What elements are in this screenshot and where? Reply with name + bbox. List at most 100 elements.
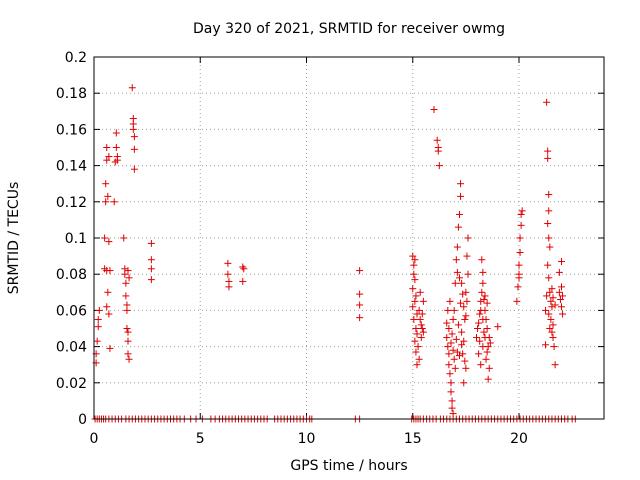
data-point: [121, 270, 129, 278]
grid-lines: [94, 57, 604, 419]
data-point: [101, 234, 109, 242]
data-point: [125, 355, 133, 363]
data-point: [480, 296, 488, 304]
data-point: [545, 274, 553, 282]
data-point: [356, 267, 364, 275]
data-point: [456, 274, 463, 282]
data-point: [224, 259, 232, 267]
data-point: [460, 303, 468, 311]
data-point: [444, 343, 452, 351]
x-tick-label: 20: [510, 431, 528, 447]
data-point: [452, 256, 460, 264]
y-tick-label: 0.12: [56, 195, 87, 211]
data-point: [483, 348, 491, 356]
data-point: [453, 348, 461, 356]
data-point: [94, 323, 102, 331]
data-point: [546, 288, 554, 296]
data-point: [460, 379, 468, 387]
data-point: [124, 350, 132, 358]
chart-title: Day 320 of 2021, SRMTID for receiver owm…: [193, 21, 505, 37]
data-point: [430, 105, 438, 113]
data-point: [105, 238, 113, 246]
data-point: [462, 364, 470, 372]
data-point: [558, 283, 565, 291]
data-point: [414, 343, 422, 351]
data-point: [542, 341, 550, 349]
data-point: [518, 207, 526, 215]
data-point: [476, 310, 484, 318]
data-point: [417, 334, 425, 342]
data-point: [417, 321, 425, 329]
data-point: [224, 270, 232, 278]
data-point: [547, 315, 555, 323]
data-point: [104, 288, 112, 296]
data-point: [551, 301, 559, 309]
y-tick-label: 0.2: [65, 50, 87, 66]
data-point: [124, 337, 132, 345]
data-point: [461, 315, 469, 323]
data-point: [412, 325, 420, 332]
data-point: [454, 223, 462, 231]
data-point: [356, 301, 364, 309]
data-point: [548, 328, 556, 336]
y-tick-label: 0.16: [56, 122, 87, 138]
data-point: [103, 303, 111, 311]
data-point: [514, 283, 522, 291]
data-point: [556, 296, 564, 304]
data-point: [550, 343, 558, 351]
data-point: [475, 350, 483, 358]
data-point: [123, 301, 131, 309]
data-point: [445, 325, 453, 332]
data-points: [91, 84, 579, 423]
data-point: [548, 285, 556, 293]
data-point: [449, 315, 457, 323]
data-point: [479, 343, 487, 351]
data-point: [485, 334, 493, 342]
data-point: [479, 279, 487, 287]
y-tick-label: 0: [78, 412, 87, 428]
data-point: [416, 315, 424, 323]
data-point: [413, 361, 421, 369]
data-point: [485, 364, 493, 372]
y-tick-label: 0.1: [65, 231, 87, 247]
data-point: [479, 268, 487, 276]
data-point: [419, 328, 427, 336]
x-tick-label: 10: [298, 431, 316, 447]
data-point: [483, 325, 491, 332]
data-point: [448, 330, 456, 338]
data-point: [103, 144, 111, 151]
data-point: [130, 145, 138, 153]
data-point: [549, 321, 557, 329]
data-point: [463, 297, 471, 305]
data-point: [545, 207, 553, 215]
data-point: [475, 319, 483, 327]
data-point: [147, 265, 155, 273]
data-point: [494, 323, 502, 331]
data-point: [517, 221, 525, 229]
data-point: [410, 261, 418, 269]
data-point: [418, 325, 426, 332]
data-point: [558, 303, 565, 311]
data-point: [418, 310, 426, 318]
data-point: [559, 292, 567, 300]
data-point: [122, 279, 130, 287]
data-point: [416, 288, 424, 296]
data-point: [409, 252, 417, 260]
data-point: [486, 339, 494, 347]
data-point: [482, 355, 490, 363]
x-tick-label: 0: [90, 431, 99, 447]
y-tick-label: 0.08: [56, 267, 87, 283]
data-point: [545, 191, 553, 199]
data-point: [411, 256, 419, 264]
data-point: [130, 165, 138, 173]
y-tick-label: 0.06: [56, 303, 87, 319]
data-point: [128, 84, 136, 92]
data-point: [513, 297, 521, 305]
data-point: [462, 288, 470, 296]
data-point: [124, 328, 132, 336]
data-point: [412, 292, 420, 300]
data-point: [555, 288, 563, 296]
data-point: [447, 379, 455, 387]
data-point: [450, 306, 458, 314]
data-point: [124, 267, 132, 275]
